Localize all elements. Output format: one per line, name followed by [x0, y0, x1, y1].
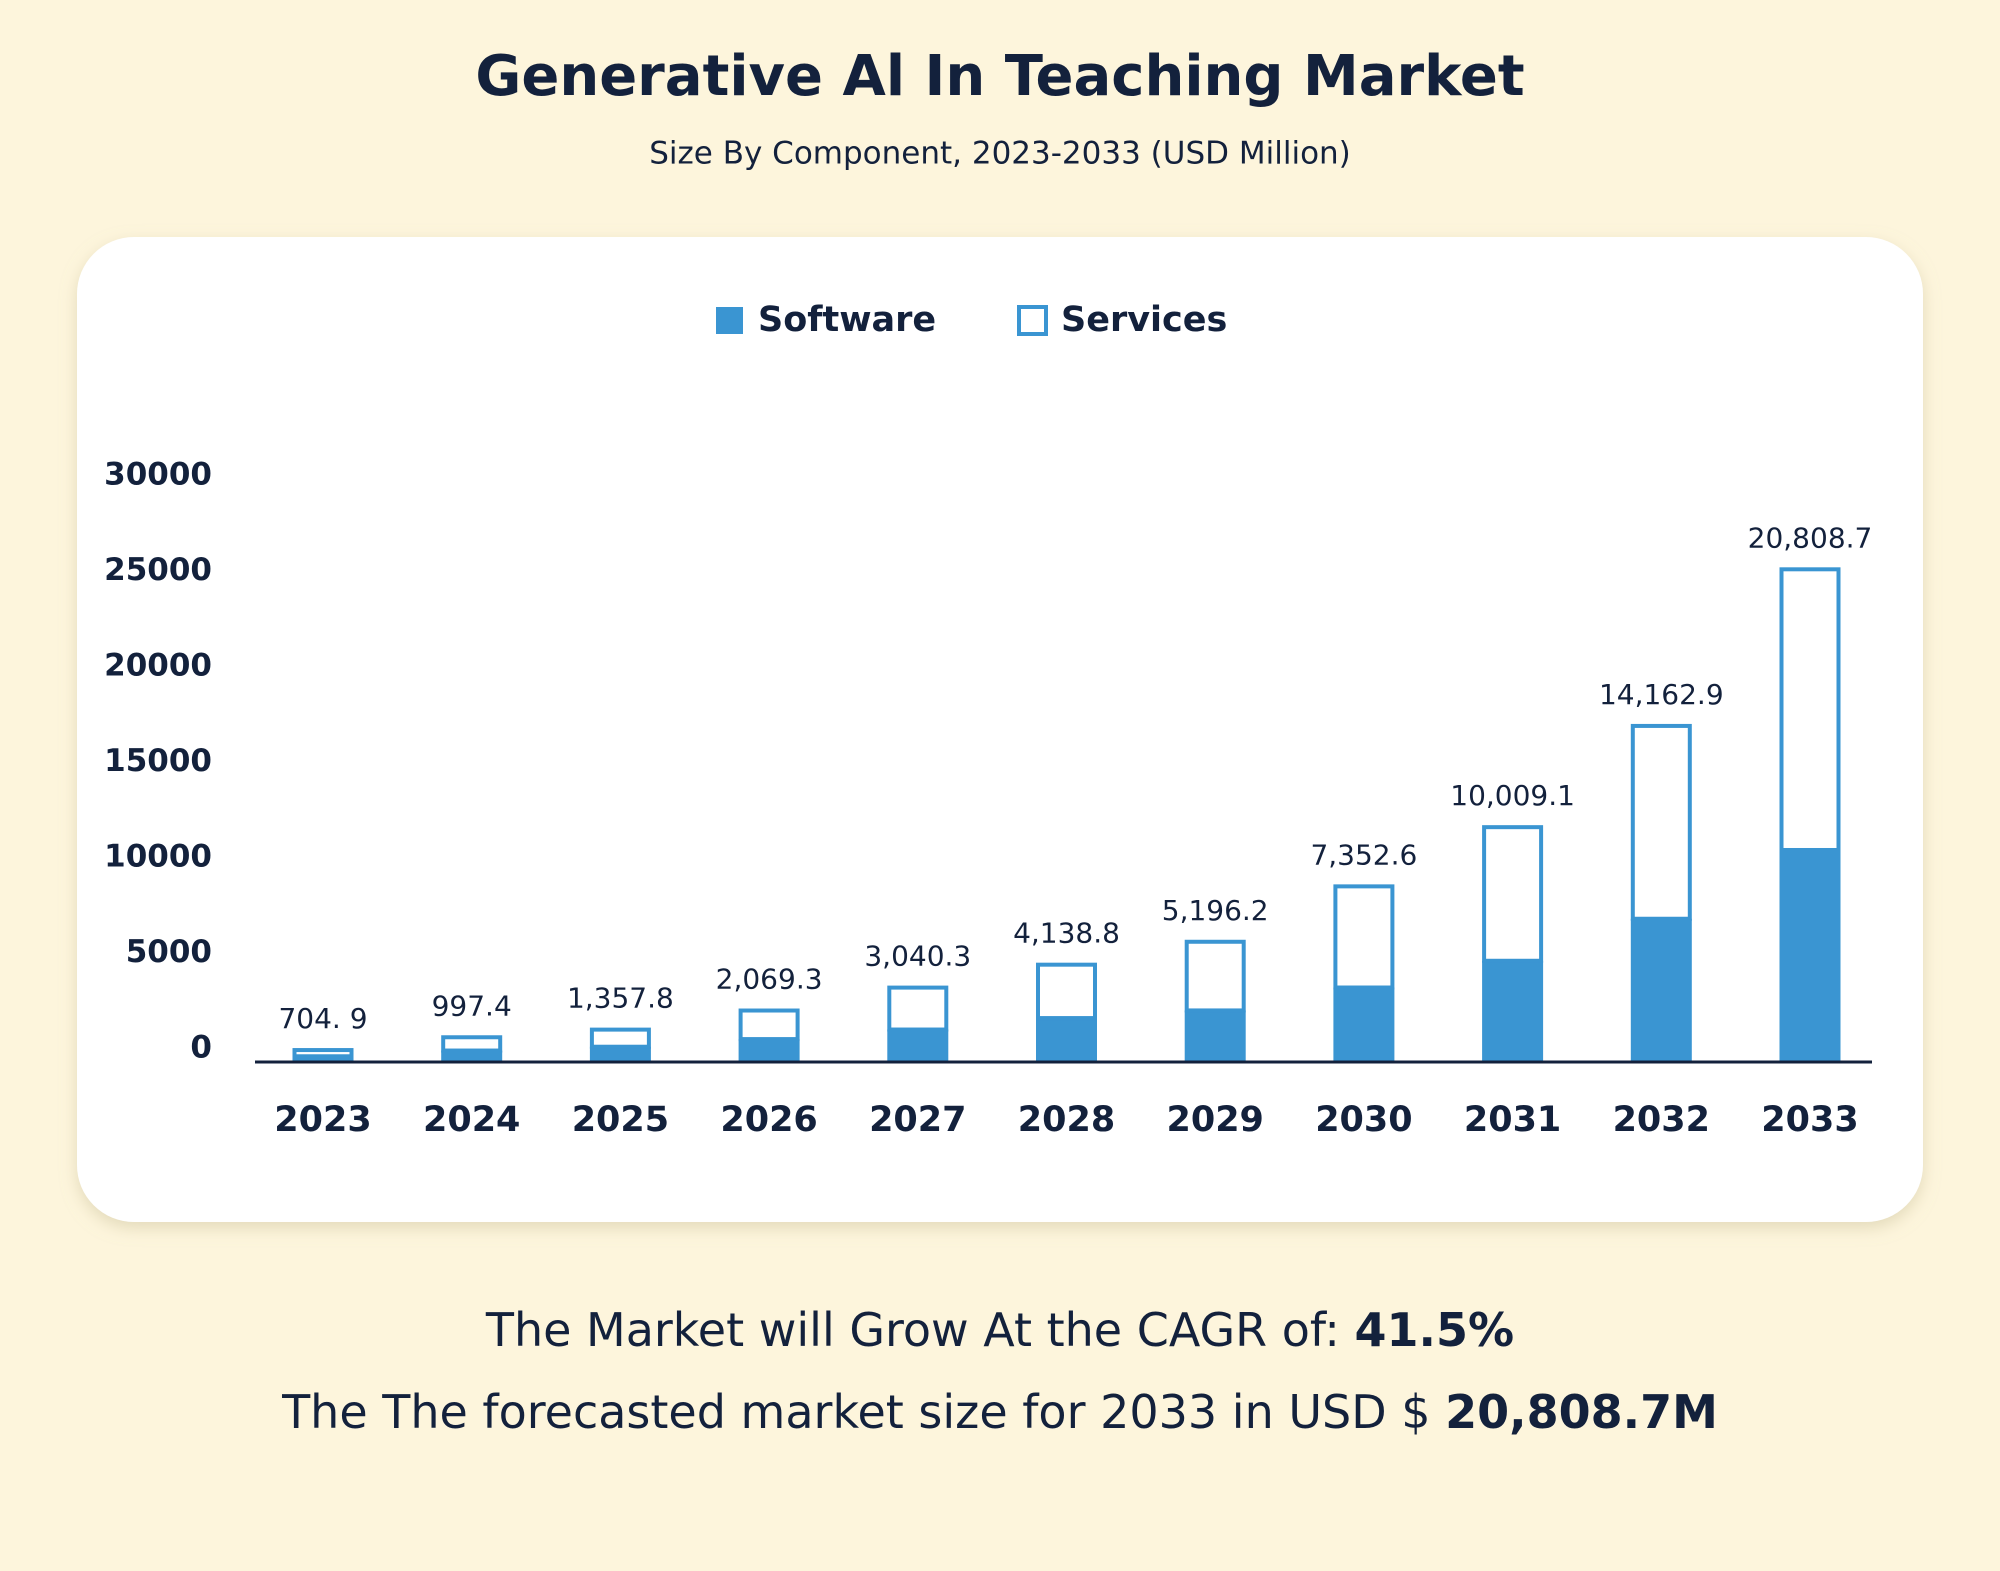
bar-services	[1482, 825, 1544, 963]
bar-services	[887, 985, 949, 1032]
bar-software	[1184, 1010, 1246, 1062]
x-tick-label: 2033	[1761, 1100, 1858, 1140]
y-tick-label: 15000	[104, 743, 212, 779]
bar-services	[441, 1035, 503, 1053]
y-tick-label: 0	[190, 1030, 212, 1066]
bar-software	[1036, 1018, 1097, 1062]
bar-label: 14,162.9	[1599, 678, 1724, 711]
footer-cagr: The Market will Grow At the CAGR of: 41.…	[485, 1303, 1514, 1357]
bar-software	[1333, 987, 1395, 1062]
bar-services	[1333, 884, 1395, 990]
bar-software	[1630, 918, 1692, 1062]
bar-software	[1779, 849, 1841, 1062]
card	[77, 237, 1923, 1222]
bar-label: 2,069.3	[716, 963, 823, 996]
bar-software	[738, 1039, 800, 1062]
bar-software	[292, 1056, 354, 1062]
bar-services	[1630, 723, 1692, 921]
bar-label: 997.4	[432, 989, 512, 1022]
bar-software	[441, 1050, 503, 1062]
y-tick-label: 5000	[126, 934, 212, 970]
bar-services	[589, 1027, 651, 1049]
legend-label: Software	[758, 300, 936, 340]
x-tick-label: 2023	[274, 1100, 371, 1140]
bar-services	[1184, 939, 1246, 1013]
forecast-text: The The forecasted market size for 2033 …	[281, 1385, 1430, 1439]
bar-label: 20,808.7	[1748, 521, 1873, 554]
chart-title: Generative Al In Teaching Market	[475, 44, 1524, 109]
x-tick-label: 2026	[720, 1100, 817, 1140]
bar-services	[1779, 567, 1841, 852]
y-tick-label: 25000	[104, 552, 212, 588]
footer-forecast: The The forecasted market size for 2033 …	[281, 1385, 1718, 1439]
x-tick-label: 2025	[572, 1100, 669, 1140]
x-tick-label: 2032	[1613, 1100, 1710, 1140]
x-tick-label: 2024	[423, 1100, 520, 1140]
legend-label: Services	[1061, 300, 1227, 340]
bar-label: 4,138.8	[1013, 917, 1120, 950]
y-tick-label: 30000	[104, 457, 212, 493]
bar-label: 1,357.8	[567, 982, 674, 1015]
bar-services	[1036, 962, 1097, 1021]
legend-swatch	[716, 307, 743, 334]
x-tick-label: 2030	[1315, 1100, 1412, 1140]
bar-services	[292, 1048, 354, 1059]
cagr-text: The Market will Grow At the CAGR of:	[485, 1303, 1340, 1357]
bar-software	[589, 1046, 651, 1062]
bar-label: 704. 9	[278, 1002, 367, 1035]
bar-label: 5,196.2	[1162, 894, 1269, 927]
x-tick-label: 2027	[869, 1100, 966, 1140]
forecast-value: 20,808.7M	[1445, 1385, 1718, 1439]
bar-services	[738, 1008, 800, 1042]
bar-label: 7,352.6	[1310, 838, 1417, 871]
legend-swatch	[1017, 305, 1048, 336]
x-tick-label: 2029	[1166, 1100, 1263, 1140]
bar-label: 3,040.3	[864, 940, 971, 973]
cagr-value: 41.5%	[1355, 1303, 1515, 1357]
x-tick-label: 2031	[1464, 1100, 1561, 1140]
bar-label: 10,009.1	[1450, 779, 1575, 812]
y-tick-label: 20000	[104, 648, 212, 684]
chart-subtitle: Size By Component, 2023-2033 (USD Millio…	[649, 136, 1351, 172]
x-tick-label: 2028	[1018, 1100, 1115, 1140]
bar-software	[1482, 960, 1544, 1062]
bar-software	[887, 1029, 949, 1062]
y-tick-label: 10000	[104, 839, 212, 875]
